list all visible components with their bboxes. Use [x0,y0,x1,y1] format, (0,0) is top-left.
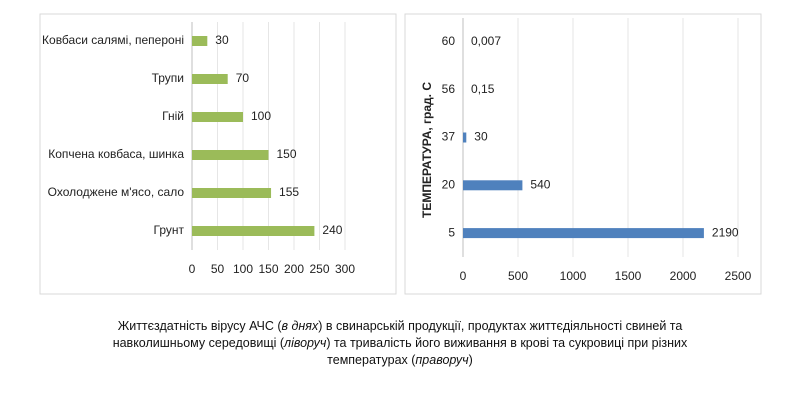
caption-text: ) в свинарській продукції, продуктах жит… [112,319,683,350]
value-label: 0,15 [471,82,495,96]
x-tick-label: 100 [233,262,253,276]
x-tick-label: 2000 [670,269,697,283]
x-tick-label: 500 [508,269,528,283]
bar [192,150,269,160]
y-tick-label: Охолоджене м'ясо, сало [48,185,185,199]
x-tick-label: 300 [335,262,355,276]
caption-italic: праворуч [415,353,469,367]
y-axis-title: ТЕМПЕРАТУРА, град. С [420,82,434,218]
bar [192,74,228,84]
caption-italic: ліворуч [284,336,327,350]
x-tick-label: 50 [211,262,225,276]
y-tick-label: Трупи [152,71,184,85]
y-tick-label: Ковбаси салямі, пепероні [42,33,184,47]
y-tick-label: Гній [162,109,184,123]
bar [192,36,208,46]
caption-italic: в днях [281,319,319,333]
bar [192,226,315,236]
y-tick-label: 56 [442,82,456,96]
y-tick-label: Копчена ковбаса, шинка [48,147,184,161]
x-tick-label: 0 [460,269,467,283]
value-label: 30 [215,33,229,47]
right-frame [404,13,762,295]
value-label: 2190 [712,225,739,239]
x-tick-label: 1000 [560,269,587,283]
caption-text: ) [468,353,473,367]
y-tick-label: 60 [442,34,456,48]
charts: ТЕМПЕРАТУРА, град. С 0 50 100 150 200 250 300К… [39,13,762,295]
x-tick-label: 0 [189,262,196,276]
bar [463,132,467,143]
x-tick-label: 250 [309,262,329,276]
x-tick-label: 2500 [725,269,752,283]
bar [463,180,523,191]
value-label: 150 [277,147,297,161]
value-label: 100 [251,109,271,123]
y-tick-label: 37 [442,130,456,144]
value-label: 0,007 [471,34,501,48]
x-tick-label: 150 [258,262,278,276]
value-label: 240 [322,223,342,237]
caption-text: Життєздатність вірусу АЧС ( [117,319,282,333]
value-label: 540 [530,177,550,191]
bar [463,228,704,239]
caption-text: ) та тривалість його виживання в крові т… [326,336,688,367]
value-label: 30 [474,130,488,144]
caption: Життєздатність вірусу АЧС (в днях) в сви… [110,318,690,369]
bar [192,188,272,198]
value-label: 155 [279,185,299,199]
y-tick-label: 5 [448,225,455,239]
y-tick-label: 20 [442,177,456,191]
y-tick-label: Грунт [154,223,185,237]
value-label: 70 [236,71,250,85]
bar [192,112,243,122]
left-frame [39,13,397,295]
x-tick-label: 1500 [615,269,642,283]
x-tick-label: 200 [284,262,304,276]
